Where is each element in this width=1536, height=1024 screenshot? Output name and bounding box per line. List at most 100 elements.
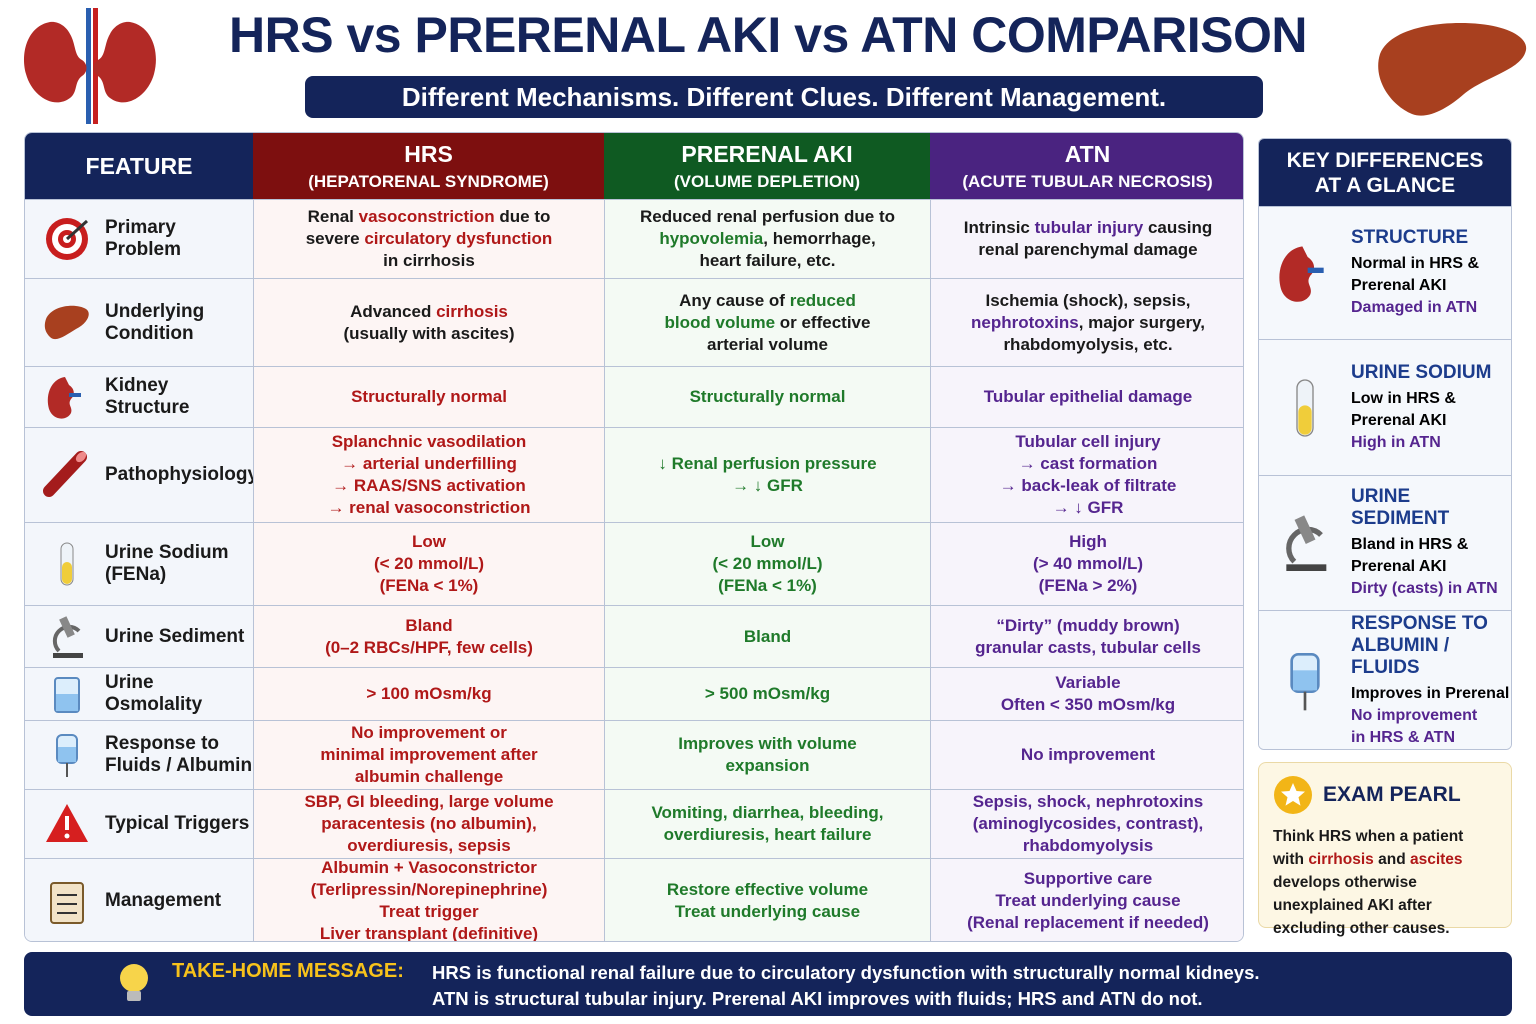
highlight: Tubular epithelial damage: [983, 387, 1193, 406]
line: Tubular epithelial damage: [984, 386, 1192, 408]
item-title: RESPONSE TO ALBUMIN / FLUIDS: [1351, 613, 1511, 679]
line: → renal vasoconstriction: [327, 497, 530, 519]
text: in cirrhosis: [383, 251, 475, 270]
feature-label: Urine Sediment: [105, 626, 244, 648]
highlight: → renal vasoconstriction: [327, 498, 531, 517]
highlight: No improvement: [1351, 707, 1478, 724]
line: > 100 mOsm/kg: [366, 683, 491, 705]
line: severe circulatory dysfunction: [306, 228, 553, 250]
text: Normal in HRS &: [1351, 255, 1480, 272]
feature-cell: Typical Triggers: [25, 789, 253, 858]
text: Prerenal AKI: [1351, 558, 1447, 575]
line: Sepsis, shock, nephrotoxins: [973, 791, 1204, 813]
item-icon: [1279, 246, 1324, 302]
line: Management: [105, 890, 221, 912]
row-icon: [54, 677, 80, 713]
line: Low: [751, 531, 785, 553]
text: ALBUMIN / FLUIDS: [1351, 635, 1450, 678]
highlight: Bland: [743, 626, 792, 646]
table-cell: Renal vasoconstriction due to severe circ…: [253, 199, 604, 278]
highlight: (FENa < 1%): [718, 576, 817, 595]
line: ATN is structural tubular injury. Preren…: [432, 986, 1260, 1012]
highlight: (< 20 mmol/L): [712, 554, 823, 573]
line: minimal improvement after: [320, 744, 537, 766]
highlight: cirrhosis: [1308, 851, 1374, 868]
exam-pearl: EXAM PEARL Think HRS when a patient with…: [1258, 762, 1512, 937]
highlight: circulatory dysfunction: [364, 229, 553, 248]
line: Underlying: [105, 301, 204, 323]
highlight: Albumin + Vasoconstrictor: [321, 858, 537, 877]
table-cell: > 500 mOsm/kg: [604, 667, 930, 720]
column-subtitle: (HEPATORENAL SYNDROME): [308, 171, 549, 191]
row-icon: [50, 882, 84, 924]
text: (FENa): [105, 564, 167, 585]
line: overdiuresis, sepsis: [347, 835, 510, 857]
line: High: [1069, 531, 1107, 553]
line: Urine Osmolality: [105, 672, 253, 716]
column-header: PRERENAL AKI (VOLUME DEPLETION): [604, 133, 930, 199]
text: or effective: [775, 312, 871, 332]
highlight: → ↓ GFR: [1052, 498, 1124, 517]
highlight: rhabdomyolysis: [1022, 836, 1154, 855]
item-text: Improves in Prerenal No improvement in HRS…: [1351, 683, 1511, 749]
line: (FENa < 1%): [718, 575, 817, 597]
highlight: blood volume: [664, 312, 776, 332]
line: Typical Triggers: [105, 813, 249, 835]
highlight: High: [1069, 532, 1107, 551]
highlight: vasoconstriction: [358, 207, 495, 226]
text: heart failure, etc.: [699, 251, 836, 270]
line: in HRS & ATN: [1351, 727, 1511, 749]
highlight: ↓ Renal perfusion pressure: [658, 454, 877, 473]
text: Renal: [307, 207, 359, 226]
highlight: nephrotoxins: [971, 312, 1079, 332]
column-title: ATN: [1064, 140, 1111, 167]
line: Tubular cell injury: [1015, 431, 1160, 453]
feature-cell: Urine Sediment: [25, 605, 253, 667]
highlight: (> 40 mmol/L): [1032, 554, 1144, 573]
line: Dirty (casts) in ATN: [1351, 578, 1511, 600]
highlight: (Renal replacement if needed): [967, 913, 1209, 932]
line: Treat underlying cause: [995, 890, 1180, 912]
line: Structurally normal: [690, 386, 846, 408]
highlight: Damaged in ATN: [1351, 299, 1478, 316]
line: ALBUMIN / FLUIDS: [1351, 635, 1511, 679]
text: Low in HRS &: [1351, 389, 1456, 407]
highlight: albumin challenge: [354, 767, 504, 786]
text: Bland in HRS &: [1351, 536, 1469, 553]
table-cell: Sepsis, shock, nephrotoxins (aminoglycosi…: [930, 789, 1243, 858]
table-cell: Improves with volume expansion: [604, 720, 930, 789]
highlight: Dirty (casts) in ATN: [1351, 580, 1498, 597]
text: Condition: [105, 322, 194, 344]
line: blood volume or effective: [665, 312, 871, 334]
row-icon: [52, 615, 83, 658]
table-cell: Tubular epithelial damage: [930, 366, 1243, 427]
highlight: cirrhosis: [436, 301, 508, 321]
feature-label: Pathophysiology: [105, 464, 258, 486]
line: renal parenchymal damage: [978, 239, 1197, 261]
text: , hemorrhage,: [763, 229, 876, 248]
line: Low: [412, 531, 446, 553]
highlight: → cast formation: [1018, 454, 1158, 473]
text: Problem: [105, 239, 182, 260]
table-cell: No improvement or minimal improvement aft…: [253, 720, 604, 789]
table-cell: ↓ Renal perfusion pressure → ↓ GFR: [604, 427, 930, 522]
line: High in ATN: [1351, 432, 1511, 454]
highlight: No improvement or: [351, 723, 507, 742]
line: Pathophysiology: [105, 464, 258, 486]
table-cell: Vomiting, diarrhea, bleeding, overdiuresi…: [604, 789, 930, 858]
feature-label: Urine Osmolality: [105, 672, 253, 716]
column-header: FEATURE: [25, 133, 253, 199]
highlight: minimal improvement after: [320, 745, 538, 764]
line: Structure: [105, 397, 189, 419]
highlight: SBP, GI bleeding, large volume: [304, 792, 554, 811]
text: Underlying: [105, 300, 205, 322]
line: Often < 350 mOsm/kg: [1001, 694, 1175, 716]
text: (usually with ascites): [343, 323, 515, 343]
pearl-title: EXAM PEARL: [1323, 783, 1461, 806]
row-icon: [46, 218, 89, 260]
item-icon: [1290, 653, 1320, 711]
subtitle: Different Mechanisms. Different Clues. D…: [305, 76, 1263, 118]
line: rhabdomyolysis, etc.: [1003, 334, 1172, 356]
line: No improvement: [1021, 744, 1155, 766]
